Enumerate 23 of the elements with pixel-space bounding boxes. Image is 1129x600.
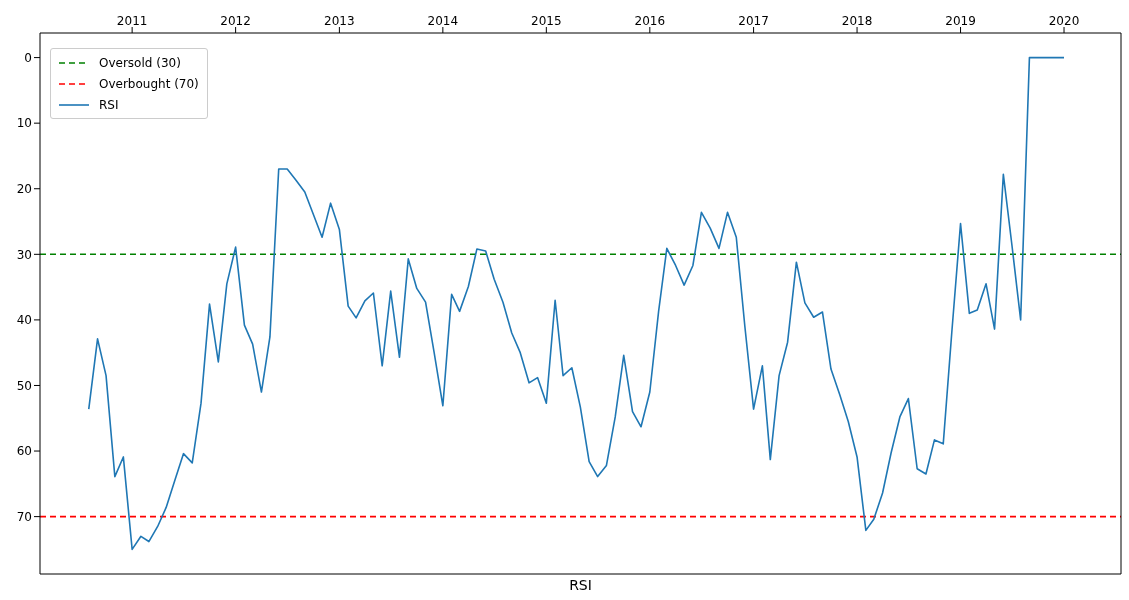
x-tick-label: 2011 (116, 14, 148, 28)
y-tick-label: 20 (16, 182, 32, 196)
y-tick-label: 40 (16, 313, 32, 328)
x-tick-label: 2017 (738, 14, 769, 28)
legend-label: Overbought (70) (99, 76, 199, 91)
y-tick-label: 60 (16, 444, 32, 459)
x-tick-label: 2012 (220, 14, 251, 28)
x-tick-label: 2016 (634, 14, 666, 28)
y-tick-label: 10 (16, 116, 32, 131)
x-tick-label: 2019 (945, 14, 976, 28)
y-tick-label: 0 (24, 50, 32, 65)
x-axis-title: RSI (568, 577, 593, 593)
x-tick-label: 2013 (324, 14, 355, 28)
x-tick-label: 2014 (427, 14, 459, 28)
legend-label: RSI (99, 97, 119, 112)
x-tick-label: 2020 (1048, 14, 1080, 28)
x-tick-label: 2015 (531, 14, 562, 28)
y-tick-label: 50 (16, 378, 32, 393)
legend-label: Oversold (30) (99, 55, 181, 70)
y-tick-label: 30 (16, 247, 32, 262)
x-tick-label: 2018 (841, 14, 873, 28)
y-tick-label: 70 (16, 509, 32, 524)
line-series (87, 56, 1065, 551)
